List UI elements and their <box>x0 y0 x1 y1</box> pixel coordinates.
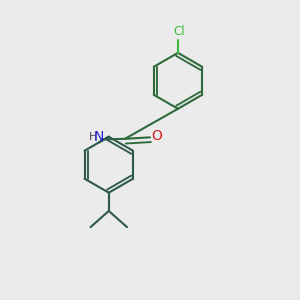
Text: H: H <box>88 132 97 142</box>
Text: Cl: Cl <box>174 25 185 38</box>
Text: O: O <box>151 130 162 143</box>
Text: N: N <box>94 130 104 144</box>
